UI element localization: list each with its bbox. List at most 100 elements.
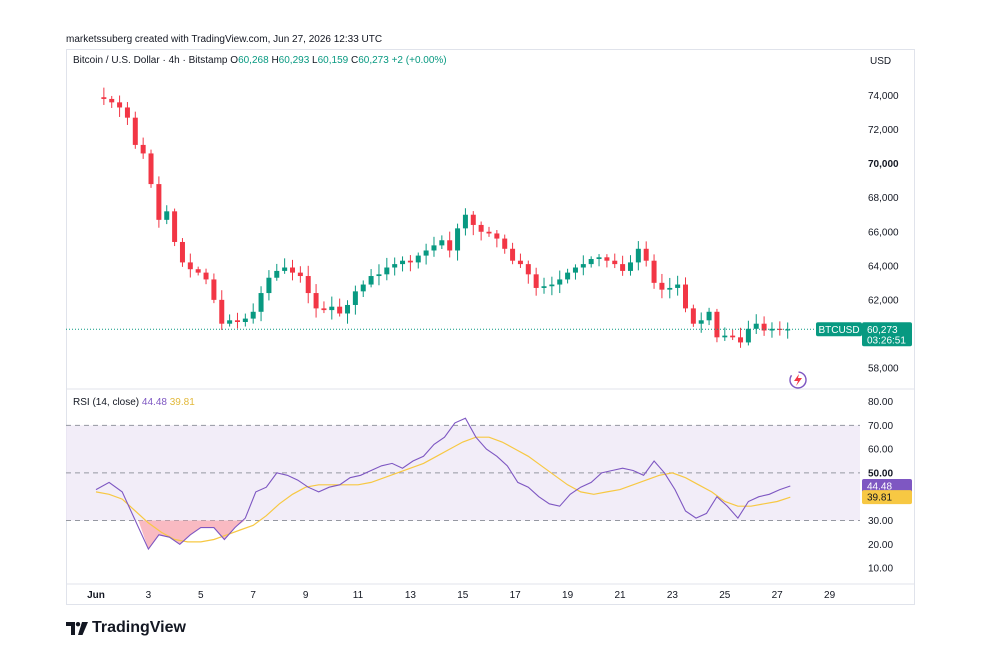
price-candle [109, 95, 115, 108]
x-tick-label: 3 [146, 590, 152, 601]
price-candle [376, 264, 382, 286]
price-candle [769, 322, 775, 338]
price-candle [612, 253, 618, 269]
price-candle [227, 314, 233, 327]
price-candle [117, 95, 123, 117]
price-candle [620, 255, 626, 276]
price-candle [596, 254, 602, 267]
price-candle [321, 301, 327, 314]
rsi-tick-label: 70.00 [868, 421, 893, 432]
rsi-line [95, 417, 791, 551]
price-candle [627, 255, 633, 276]
rsi-tick-label: 60.00 [868, 445, 893, 456]
high-label: H [271, 55, 279, 66]
x-tick-label: 15 [457, 590, 469, 601]
rsi-legend: RSI (14, close) 44.48 39.81 [73, 397, 195, 408]
x-tick-label: 9 [303, 590, 309, 601]
price-candle [683, 277, 688, 313]
price-candle [195, 266, 201, 276]
price-candle [400, 256, 406, 272]
x-tick-label: 29 [824, 590, 836, 601]
price-candle [274, 263, 280, 281]
price-candle [470, 211, 476, 236]
price-candle [714, 308, 720, 343]
price-candle [753, 314, 759, 334]
price-candle [455, 223, 461, 261]
x-tick-label: 21 [614, 590, 626, 601]
price-candle [431, 236, 437, 257]
price-candle [541, 277, 547, 294]
price-candle [297, 266, 303, 283]
price-candle [187, 253, 193, 278]
price-candle [785, 322, 791, 339]
price-candle [549, 276, 555, 296]
price-candle [219, 290, 225, 330]
price-candle [329, 296, 335, 320]
price-candle [203, 268, 209, 285]
rsi-oversold-fill [138, 520, 245, 550]
x-tick-label: 17 [510, 590, 522, 601]
price-tag-value: 60,273 [867, 325, 898, 336]
price-candle [148, 149, 154, 188]
price-candle [156, 176, 162, 228]
price-candle [384, 257, 390, 281]
price-candle [313, 284, 319, 318]
price-candle [533, 267, 539, 296]
price-candle [510, 242, 516, 265]
x-tick-label: 5 [198, 590, 204, 601]
price-candle [517, 253, 523, 268]
rsi-ma-value-tag: 39.81 [862, 490, 912, 505]
low-value: 60,159 [317, 55, 349, 66]
price-candle [211, 273, 217, 304]
price-tick-label: 68,000 [868, 193, 899, 204]
price-candle [352, 285, 358, 315]
x-tick-label: Jun [87, 590, 105, 601]
rsi-tag-value: 44.48 [867, 482, 892, 493]
x-tick-label: 27 [772, 590, 784, 601]
price-tick-label: 58,000 [868, 363, 899, 374]
price-tick-label: 64,000 [868, 261, 899, 272]
price-candle [635, 241, 641, 271]
x-tick-label: 13 [405, 590, 417, 601]
price-candle [423, 243, 429, 265]
price-tick-label: 70,000 [868, 159, 899, 170]
price-tick-label: 74,000 [868, 91, 899, 102]
open-label: O [230, 55, 239, 66]
price-candle [730, 329, 736, 341]
replay-flash-icon[interactable] [789, 371, 807, 389]
open-value: 60,268 [238, 55, 269, 66]
price-tick-label: 62,000 [868, 295, 899, 306]
price-candle [250, 303, 256, 324]
price-candle [675, 275, 681, 296]
price-candle [745, 320, 751, 346]
close-label: C [350, 55, 359, 66]
price-candle [643, 241, 649, 267]
price-candle [580, 255, 586, 276]
symbol-description: Bitcoin / U.S. Dollar · 4h · Bitstamp [73, 55, 228, 66]
currency-label[interactable]: USD [870, 56, 892, 67]
tradingview-brand: TradingView [66, 619, 186, 637]
brand-name: TradingView [92, 619, 186, 636]
price-candle [659, 273, 665, 299]
x-tick-label: 7 [250, 590, 256, 601]
price-candle [777, 321, 783, 336]
price-tick-label: 66,000 [868, 227, 899, 238]
price-candle [651, 254, 657, 289]
high-value: 60,293 [278, 55, 310, 66]
price-candle [132, 111, 138, 149]
rsi-tick-label: 80.00 [868, 397, 893, 408]
chart-frame [66, 49, 915, 605]
x-tick-label: 19 [562, 590, 574, 601]
rsi-tick-label: 20.00 [868, 540, 893, 551]
rsi-ma-legend-value: 39.81 [169, 397, 195, 408]
price-tag-countdown: 03:26:51 [867, 335, 906, 346]
price-candle [588, 256, 594, 268]
x-tick-label: 25 [719, 590, 731, 601]
price-candle [266, 270, 272, 301]
price-candle [706, 307, 712, 326]
price-candle [124, 102, 130, 125]
rsi-tick-label: 10.00 [868, 564, 893, 575]
price-candle [101, 87, 107, 105]
